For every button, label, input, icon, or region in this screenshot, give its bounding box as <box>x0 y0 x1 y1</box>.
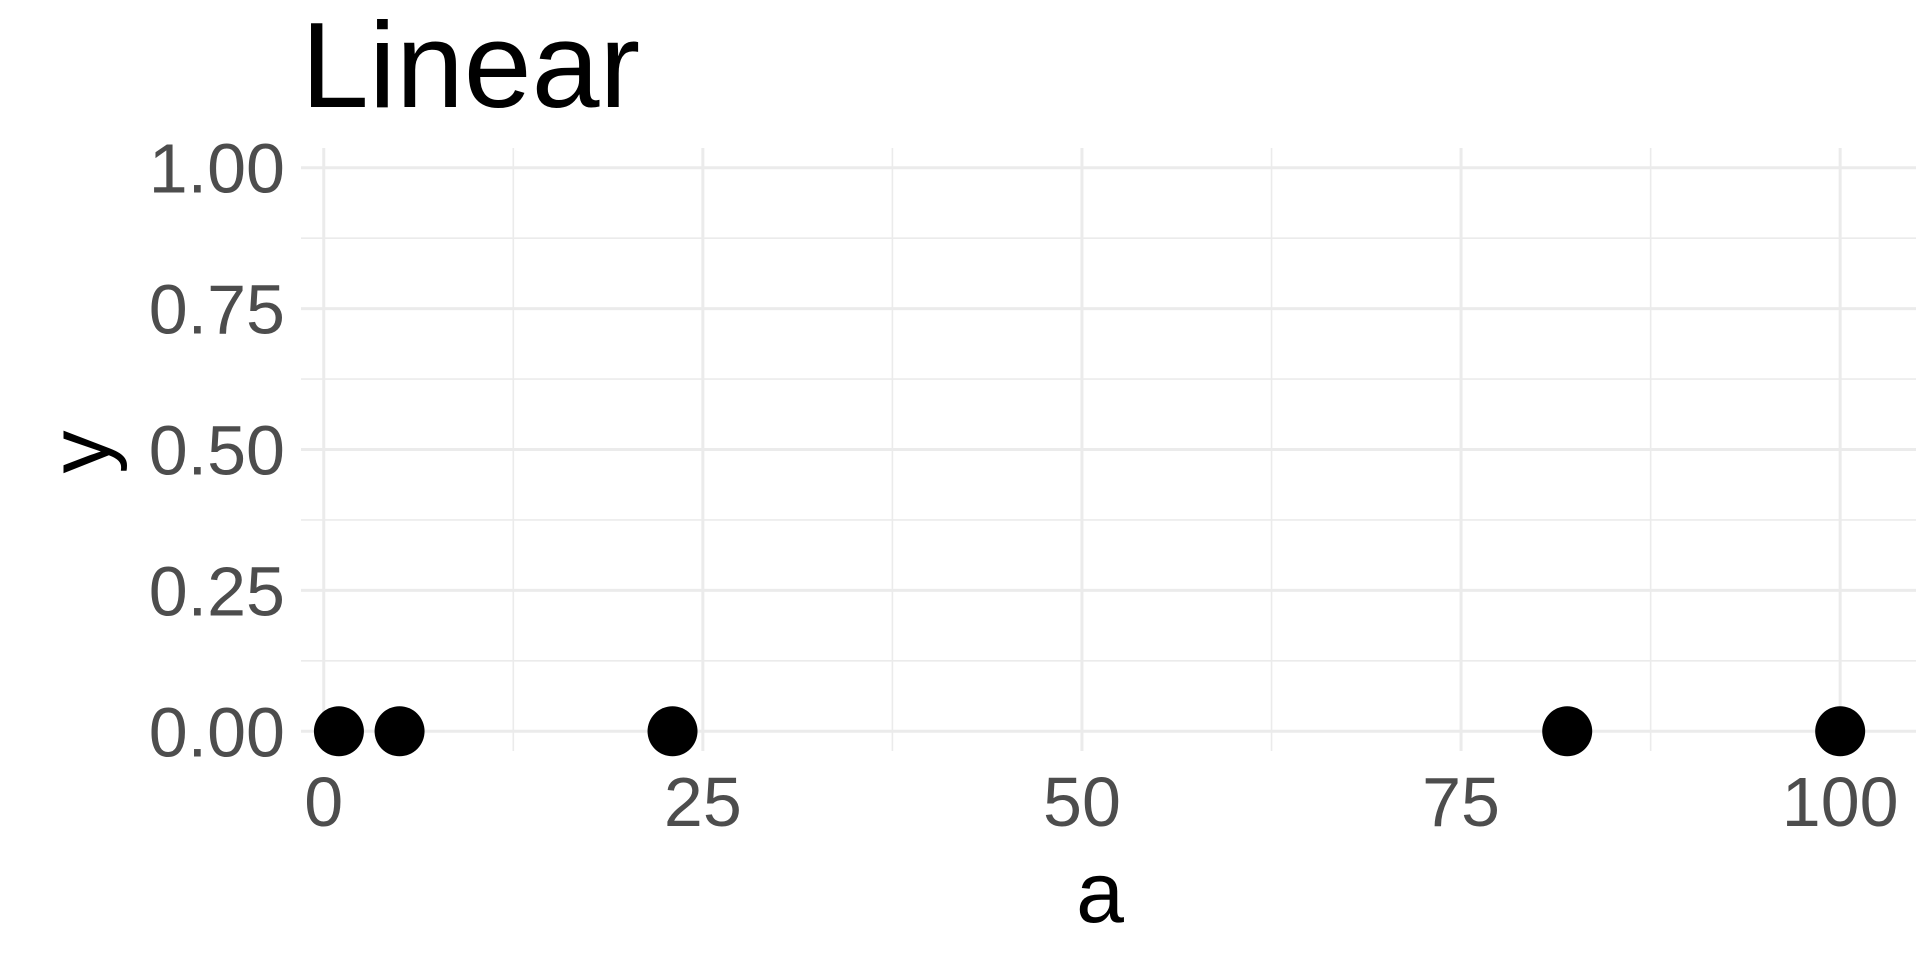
grid <box>301 148 1916 751</box>
y-tick-label: 0.25 <box>149 552 285 630</box>
data-point <box>1815 706 1866 757</box>
x-tick-label: 50 <box>1043 763 1121 841</box>
y-tick-label: 0.75 <box>149 271 285 349</box>
y-axis-title: y <box>32 431 128 474</box>
data-point <box>313 706 364 757</box>
x-axis-title: a <box>1076 845 1124 941</box>
data-points <box>313 706 1866 757</box>
y-tick-label: 0.50 <box>149 412 285 490</box>
y-axis-ticks: 0.00 0.25 0.50 0.75 1.00 <box>149 130 285 772</box>
data-point <box>1542 706 1593 757</box>
chart-title: Linear <box>301 0 640 133</box>
x-tick-label: 0 <box>304 763 343 841</box>
y-tick-label: 1.00 <box>149 130 285 208</box>
data-point <box>374 706 425 757</box>
x-tick-label: 100 <box>1782 763 1899 841</box>
x-axis-ticks: 0 25 50 75 100 <box>304 763 1898 841</box>
x-tick-label: 25 <box>664 763 742 841</box>
y-tick-label: 0.00 <box>149 693 285 771</box>
data-point <box>647 706 698 757</box>
x-tick-label: 75 <box>1422 763 1500 841</box>
